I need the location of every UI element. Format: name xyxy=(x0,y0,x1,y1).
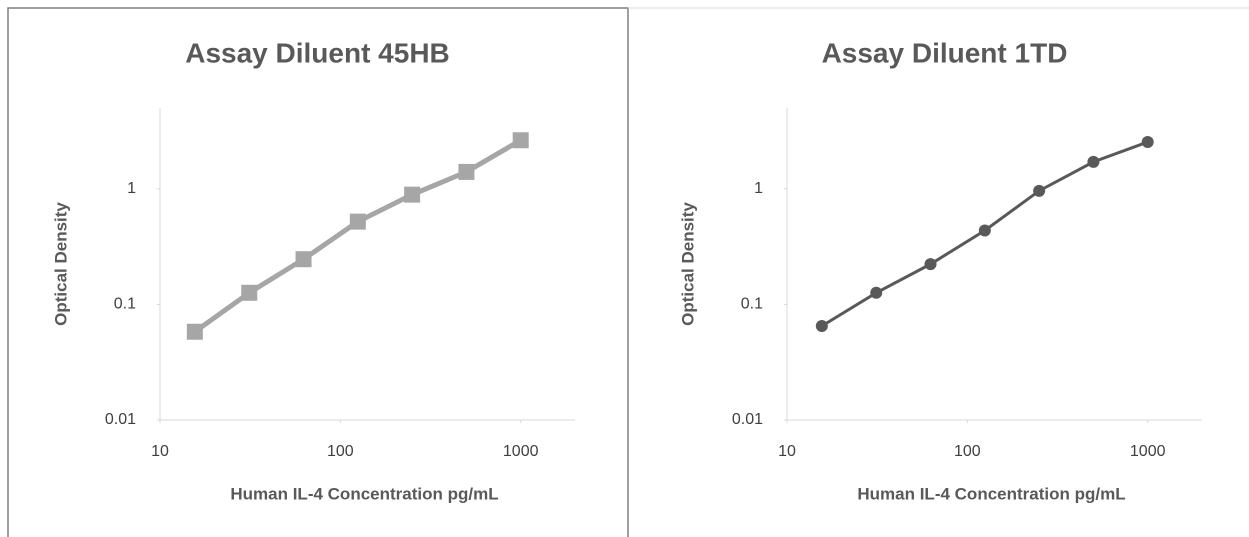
x-tick-label: 100 xyxy=(954,443,981,460)
chart-title: Assay Diluent 45HB xyxy=(185,37,450,68)
data-point xyxy=(978,224,991,237)
y-tick-label: 1 xyxy=(127,180,136,197)
data-point xyxy=(1087,155,1100,168)
x-tick-label: 1000 xyxy=(1130,443,1166,460)
x-axis-label: Human IL-4 Concentration pg/mL xyxy=(857,484,1125,503)
y-tick-label: 0.1 xyxy=(741,296,763,313)
panel-border xyxy=(7,7,629,537)
data-point xyxy=(1033,184,1046,197)
x-axis-label: Human IL-4 Concentration pg/mL xyxy=(230,484,498,503)
x-tick-label: 10 xyxy=(151,443,169,460)
data-point xyxy=(349,213,366,230)
x-tick-label: 100 xyxy=(327,443,354,460)
data-point xyxy=(815,320,828,333)
data-point xyxy=(241,284,258,301)
y-tick-label: 0.1 xyxy=(114,296,136,313)
x-tick-label: 10 xyxy=(778,443,796,460)
data-point xyxy=(186,323,203,340)
y-tick-label: 0.01 xyxy=(105,411,136,428)
chart-title: Assay Diluent 1TD xyxy=(822,37,1068,68)
data-point xyxy=(295,251,312,268)
data-point xyxy=(512,132,529,149)
data-point xyxy=(870,286,883,299)
y-tick-label: 1 xyxy=(754,180,763,197)
y-tick-label: 0.01 xyxy=(732,411,763,428)
data-point xyxy=(924,258,937,271)
data-point xyxy=(458,163,475,180)
data-point xyxy=(404,186,421,203)
y-axis-label: Optical Density xyxy=(678,202,697,326)
data-point xyxy=(1141,136,1154,149)
x-tick-label: 1000 xyxy=(503,443,539,460)
y-axis-label: Optical Density xyxy=(51,202,70,326)
